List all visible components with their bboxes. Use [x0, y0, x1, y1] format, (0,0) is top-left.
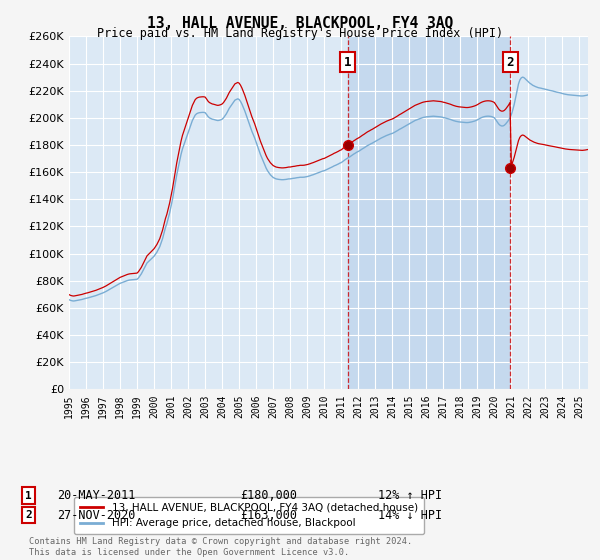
Text: 12% ↑ HPI: 12% ↑ HPI [378, 489, 442, 502]
Text: 1: 1 [344, 55, 352, 69]
Text: 2: 2 [25, 510, 32, 520]
Legend: 13, HALL AVENUE, BLACKPOOL, FY4 3AQ (detached house), HPI: Average price, detach: 13, HALL AVENUE, BLACKPOOL, FY4 3AQ (det… [74, 497, 424, 534]
Text: £180,000: £180,000 [240, 489, 297, 502]
Text: Contains HM Land Registry data © Crown copyright and database right 2024.
This d: Contains HM Land Registry data © Crown c… [29, 537, 412, 557]
Text: 2: 2 [506, 55, 514, 69]
Text: £163,000: £163,000 [240, 508, 297, 522]
Bar [348, 36, 510, 389]
Text: 20-MAY-2011: 20-MAY-2011 [57, 489, 136, 502]
Text: 27-NOV-2020: 27-NOV-2020 [57, 508, 136, 522]
Text: 1: 1 [25, 491, 32, 501]
Text: 14% ↓ HPI: 14% ↓ HPI [378, 508, 442, 522]
Text: 13, HALL AVENUE, BLACKPOOL, FY4 3AQ: 13, HALL AVENUE, BLACKPOOL, FY4 3AQ [147, 16, 453, 31]
Text: Price paid vs. HM Land Registry's House Price Index (HPI): Price paid vs. HM Land Registry's House … [97, 27, 503, 40]
